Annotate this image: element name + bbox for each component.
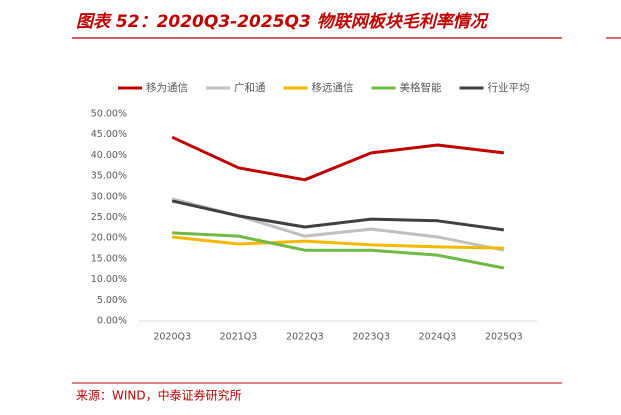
y-tick-label: 25.00% xyxy=(91,212,127,223)
y-tick-label: 15.00% xyxy=(91,253,127,264)
y-tick-label: 50.00% xyxy=(91,109,127,120)
y-tick-label: 35.00% xyxy=(91,171,127,182)
legend-label: 美格智能 xyxy=(400,81,442,94)
y-tick-label: 40.00% xyxy=(91,150,127,161)
legend-label: 移为通信 xyxy=(146,81,188,94)
chart-title: 图表 52：2020Q3-2025Q3 物联网板块毛利率情况 xyxy=(76,12,490,32)
source: 来源：WIND，中泰证券研究所 xyxy=(76,388,242,403)
y-tick-label: 20.00% xyxy=(91,233,127,244)
x-tick-label: 2024Q3 xyxy=(419,332,457,343)
y-tick-label: 10.00% xyxy=(91,274,127,285)
y-tick-label: 30.00% xyxy=(91,191,127,202)
legend-label: 移远通信 xyxy=(312,81,354,94)
legend-label: 行业平均 xyxy=(488,81,530,94)
series-line xyxy=(172,235,504,250)
legend-label: 广和通 xyxy=(234,82,266,94)
series-line xyxy=(171,199,505,232)
series-line xyxy=(172,231,505,270)
series-line xyxy=(171,135,505,182)
x-tick-label: 2022Q3 xyxy=(286,332,324,343)
x-tick-label: 2020Q3 xyxy=(153,332,191,343)
y-tick-label: 45.00% xyxy=(91,129,127,140)
x-tick-label: 2021Q3 xyxy=(220,332,258,343)
x-tick-label: 2025Q3 xyxy=(485,332,523,343)
x-tick-label: 2023Q3 xyxy=(352,332,390,343)
y-tick-label: 0.00% xyxy=(97,316,127,327)
y-tick-label: 5.00% xyxy=(97,295,127,306)
